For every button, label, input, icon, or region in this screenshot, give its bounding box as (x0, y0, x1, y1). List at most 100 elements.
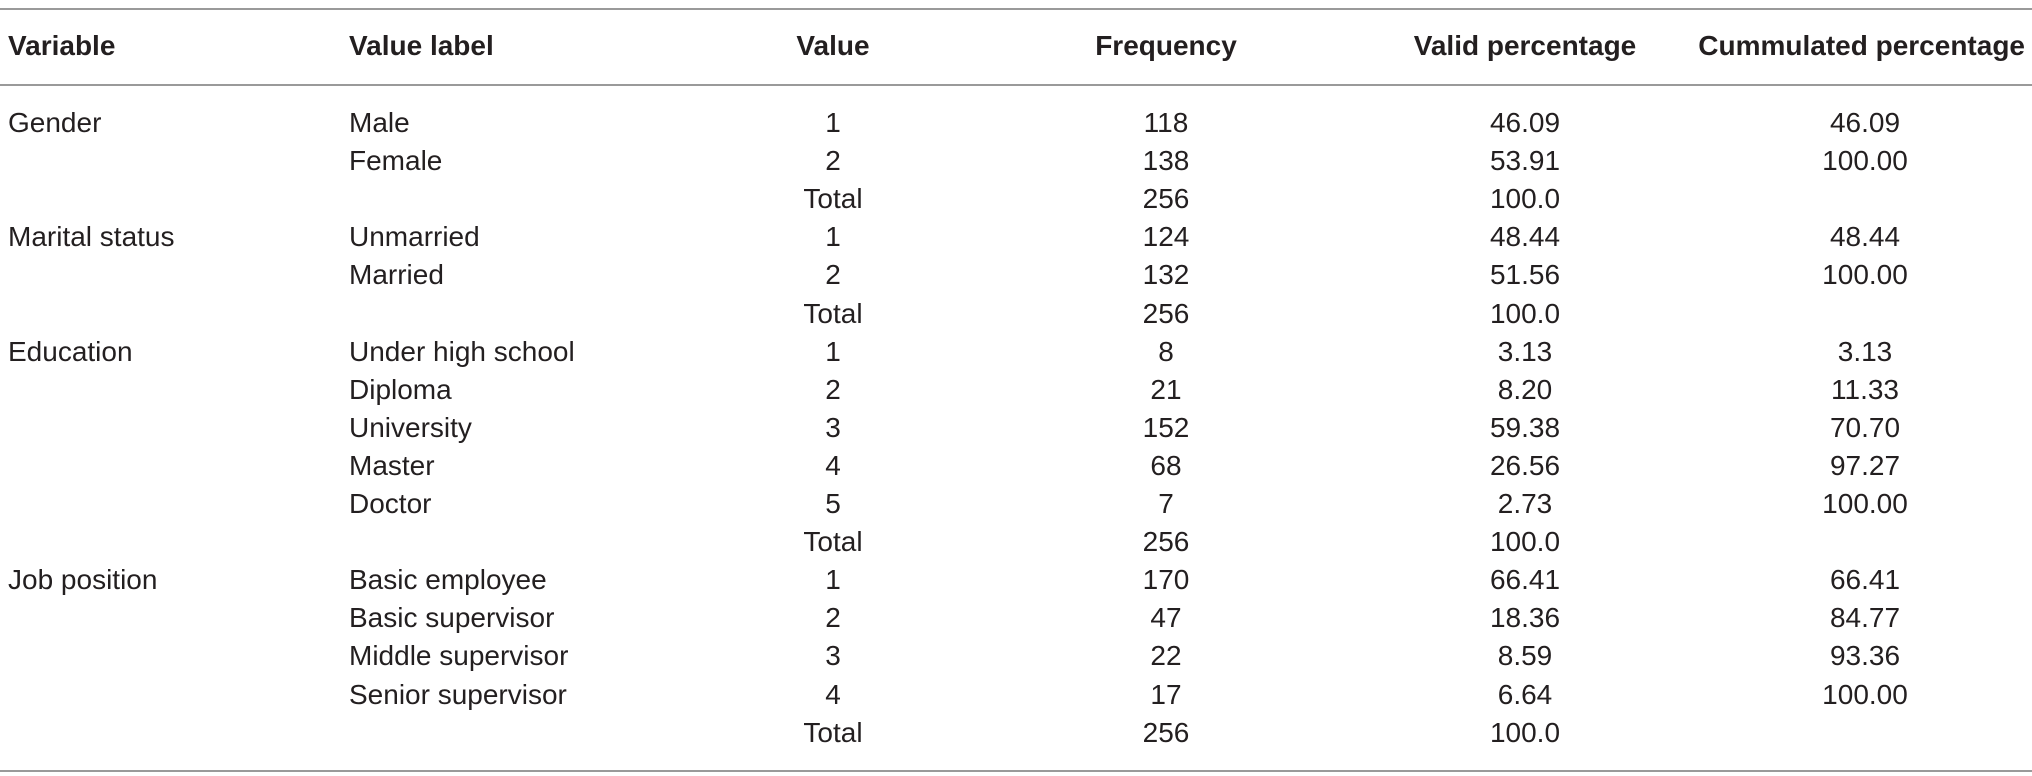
cell-value: Total (803, 297, 863, 329)
cell-frequency: 22 (1150, 640, 1182, 672)
table-top-rule (0, 8, 2032, 10)
cell-valid-percentage: 48.44 (1489, 221, 1561, 253)
cell-valid-percentage: 46.09 (1489, 107, 1561, 138)
cell-value: 3 (825, 640, 841, 672)
table-row: Gender Male 1 118 46.09 46.09 (0, 104, 2032, 142)
cell-valid-percentage: 51.56 (1489, 259, 1561, 291)
cell-valid-percentage: 2.73 (1497, 488, 1553, 519)
cell-cummulated-percentage: 48.44 (1829, 221, 1901, 253)
cell-cummulated-percentage: 11.33 (1831, 373, 1899, 405)
cell-frequency: 7 (1158, 488, 1174, 519)
cell-value: Total (803, 183, 863, 215)
cell-value: 4 (825, 449, 841, 481)
cell-value-label: Under high school (349, 335, 575, 367)
cell-valid-percentage: 100.0 (1489, 183, 1561, 215)
table-row: Married 2 132 51.56 100.00 (0, 256, 2032, 294)
table-row: Total 256 100.0 (0, 714, 2032, 752)
cell-frequency: 256 (1142, 297, 1190, 329)
cell-value: Total (803, 716, 863, 748)
cell-variable: Marital status (8, 221, 175, 253)
cell-value: 1 (825, 564, 841, 596)
cell-valid-percentage: 100.0 (1489, 716, 1561, 748)
table-row: Diploma 2 21 8.20 11.33 (0, 371, 2032, 409)
header-frequency: Frequency (1095, 30, 1237, 61)
cell-value: 2 (825, 145, 841, 177)
cell-value: 1 (825, 107, 841, 138)
cell-cummulated-percentage: 3.13 (1837, 335, 1893, 367)
cell-frequency: 68 (1150, 449, 1182, 481)
cell-cummulated-percentage: 93.36 (1829, 640, 1901, 672)
cell-cummulated-percentage: 70.70 (1829, 411, 1901, 443)
cell-frequency: 256 (1142, 183, 1190, 215)
table-row: University 3 152 59.38 70.70 (0, 409, 2032, 447)
cell-frequency: 21 (1150, 373, 1182, 405)
table-row: Job position Basic employee 1 170 66.41 66.41 (0, 561, 2032, 599)
cell-value-label: Male (349, 107, 410, 138)
cell-value-label: Diploma (349, 373, 452, 405)
table-row: Middle supervisor 3 22 8.59 93.36 (0, 637, 2032, 675)
table-row: Senior supervisor 4 17 6.64 100.00 (0, 676, 2032, 714)
cell-frequency: 138 (1142, 145, 1190, 177)
cell-valid-percentage: 8.59 (1497, 640, 1553, 672)
cell-frequency: 17 (1150, 678, 1182, 710)
table-row: Total 256 100.0 (0, 295, 2032, 333)
cell-frequency: 132 (1142, 259, 1190, 291)
cell-value-label: University (349, 411, 472, 443)
table-header-rule (0, 84, 2032, 86)
cell-frequency: 118 (1143, 107, 1189, 138)
cell-variable: Gender (8, 107, 102, 138)
header-cummulated-percentage: Cummulated percentage (1698, 30, 2025, 61)
table-row: Total 256 100.0 (0, 180, 2032, 218)
cell-valid-percentage: 100.0 (1489, 297, 1561, 329)
cell-frequency: 256 (1142, 716, 1190, 748)
cell-value: 1 (825, 335, 841, 367)
cell-variable: Education (8, 335, 133, 367)
table-header-row: Variable Value label Value Frequency Val… (0, 24, 2032, 68)
cell-value-label: Senior supervisor (349, 678, 567, 710)
cell-value-label: Basic employee (349, 564, 547, 596)
header-variable: Variable (8, 30, 116, 61)
cell-cummulated-percentage: 46.09 (1829, 107, 1901, 138)
cell-value: 2 (825, 259, 841, 291)
cell-valid-percentage: 26.56 (1489, 449, 1561, 481)
cell-frequency: 8 (1158, 335, 1174, 367)
cell-cummulated-percentage: 100.00 (1822, 259, 1908, 291)
cell-value: 4 (825, 678, 841, 710)
table-bottom-rule (0, 770, 2032, 772)
table-row: Marital status Unmarried 1 124 48.44 48.44 (0, 218, 2032, 256)
table-row: Female 2 138 53.91 100.00 (0, 142, 2032, 180)
cell-value: 5 (825, 488, 841, 519)
table-row: Education Under high school 1 8 3.13 3.13 (0, 333, 2032, 371)
cell-cummulated-percentage: 66.41 (1829, 564, 1901, 596)
table-row: Master 4 68 26.56 97.27 (0, 447, 2032, 485)
cell-value: 1 (825, 221, 841, 253)
cell-cummulated-percentage: 100.00 (1822, 678, 1908, 710)
cell-valid-percentage: 6.64 (1497, 678, 1553, 710)
cell-valid-percentage: 3.13 (1497, 335, 1553, 367)
cell-valid-percentage: 59.38 (1489, 411, 1561, 443)
table-row: Basic supervisor 2 47 18.36 84.77 (0, 599, 2032, 637)
cell-value-label: Doctor (349, 488, 432, 519)
cell-frequency: 152 (1142, 411, 1190, 443)
cell-value: Total (803, 526, 863, 558)
cell-variable: Job position (8, 564, 158, 596)
cell-value-label: Unmarried (349, 221, 480, 253)
header-value: Value (796, 30, 870, 61)
cell-frequency: 256 (1142, 526, 1190, 558)
cell-cummulated-percentage: 97.27 (1829, 449, 1901, 481)
cell-value: 2 (825, 373, 841, 405)
table-row: Doctor 5 7 2.73 100.00 (0, 485, 2032, 523)
cell-value: 3 (825, 411, 841, 443)
cell-valid-percentage: 53.91 (1489, 145, 1561, 177)
header-value-label: Value label (349, 30, 494, 61)
header-valid-percentage: Valid percentage (1413, 30, 1637, 61)
cell-value: 2 (825, 602, 841, 634)
cell-value-label: Female (349, 145, 443, 177)
cell-valid-percentage: 8.20 (1497, 373, 1553, 405)
table-row: Total 256 100.0 (0, 523, 2032, 561)
cell-cummulated-percentage: 100.00 (1822, 488, 1908, 519)
cell-value-label: Master (349, 449, 435, 481)
cell-frequency: 170 (1142, 564, 1190, 596)
cell-value-label: Married (349, 259, 444, 291)
cell-frequency: 47 (1150, 602, 1182, 634)
